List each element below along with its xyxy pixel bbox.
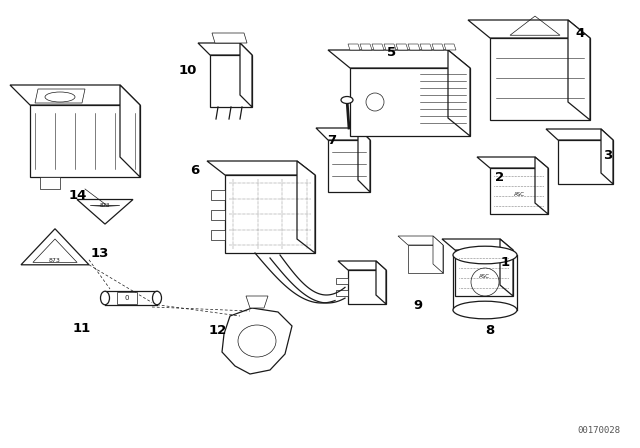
Polygon shape	[455, 250, 513, 296]
Polygon shape	[360, 44, 372, 50]
Polygon shape	[348, 44, 360, 50]
Polygon shape	[396, 44, 408, 50]
Polygon shape	[40, 177, 60, 189]
Text: 3: 3	[604, 148, 612, 161]
Polygon shape	[77, 199, 133, 224]
Text: ASC: ASC	[479, 273, 490, 279]
Polygon shape	[372, 44, 384, 50]
Text: 00170028: 00170028	[577, 426, 620, 435]
Polygon shape	[448, 50, 470, 136]
Polygon shape	[433, 236, 443, 273]
Polygon shape	[210, 55, 252, 107]
Polygon shape	[30, 105, 140, 177]
Polygon shape	[35, 89, 85, 103]
Text: 873: 873	[100, 202, 110, 207]
Polygon shape	[211, 190, 225, 200]
Polygon shape	[468, 20, 590, 38]
Polygon shape	[398, 236, 443, 245]
Text: 8: 8	[485, 323, 495, 336]
Polygon shape	[442, 239, 513, 250]
Polygon shape	[240, 43, 252, 107]
Text: 12: 12	[209, 323, 227, 336]
Text: 14: 14	[69, 189, 87, 202]
Text: 5: 5	[387, 46, 397, 59]
Polygon shape	[546, 129, 613, 140]
Polygon shape	[348, 270, 386, 304]
Text: ASC: ASC	[513, 191, 525, 197]
Polygon shape	[408, 44, 420, 50]
Text: 7: 7	[328, 134, 337, 146]
Text: 11: 11	[73, 322, 91, 335]
Polygon shape	[558, 140, 613, 184]
Polygon shape	[601, 129, 613, 184]
Ellipse shape	[453, 301, 517, 319]
Polygon shape	[120, 85, 140, 177]
Text: 6: 6	[190, 164, 200, 177]
Polygon shape	[211, 210, 225, 220]
Ellipse shape	[152, 291, 161, 305]
Polygon shape	[225, 175, 315, 253]
Polygon shape	[21, 229, 89, 265]
Polygon shape	[211, 230, 225, 240]
Polygon shape	[384, 44, 396, 50]
Polygon shape	[432, 44, 444, 50]
Text: 873: 873	[49, 258, 61, 263]
Polygon shape	[490, 168, 548, 214]
Polygon shape	[222, 308, 292, 374]
Polygon shape	[376, 261, 386, 304]
Polygon shape	[408, 245, 443, 273]
Polygon shape	[444, 44, 456, 50]
Polygon shape	[297, 161, 315, 253]
Polygon shape	[350, 68, 470, 136]
Polygon shape	[328, 140, 370, 192]
Polygon shape	[358, 128, 370, 192]
Bar	[117, 292, 137, 304]
Ellipse shape	[341, 96, 353, 103]
Polygon shape	[420, 44, 432, 50]
Ellipse shape	[453, 246, 517, 264]
Text: 2: 2	[495, 171, 504, 184]
Polygon shape	[207, 161, 315, 175]
Text: 1: 1	[500, 255, 509, 268]
Polygon shape	[477, 157, 548, 168]
Text: 10: 10	[179, 64, 197, 77]
Polygon shape	[212, 33, 247, 43]
Polygon shape	[316, 128, 370, 140]
Polygon shape	[198, 43, 252, 55]
Text: 9: 9	[413, 298, 422, 311]
Polygon shape	[568, 20, 590, 120]
Polygon shape	[500, 239, 513, 296]
Polygon shape	[336, 290, 348, 296]
Polygon shape	[338, 261, 386, 270]
Polygon shape	[490, 38, 590, 120]
Polygon shape	[336, 278, 348, 284]
Polygon shape	[10, 85, 140, 105]
Text: 4: 4	[575, 26, 584, 39]
Polygon shape	[328, 50, 470, 68]
Text: 0: 0	[125, 295, 129, 301]
Text: 13: 13	[91, 246, 109, 259]
Polygon shape	[535, 157, 548, 214]
Ellipse shape	[100, 291, 109, 305]
Polygon shape	[246, 296, 268, 308]
